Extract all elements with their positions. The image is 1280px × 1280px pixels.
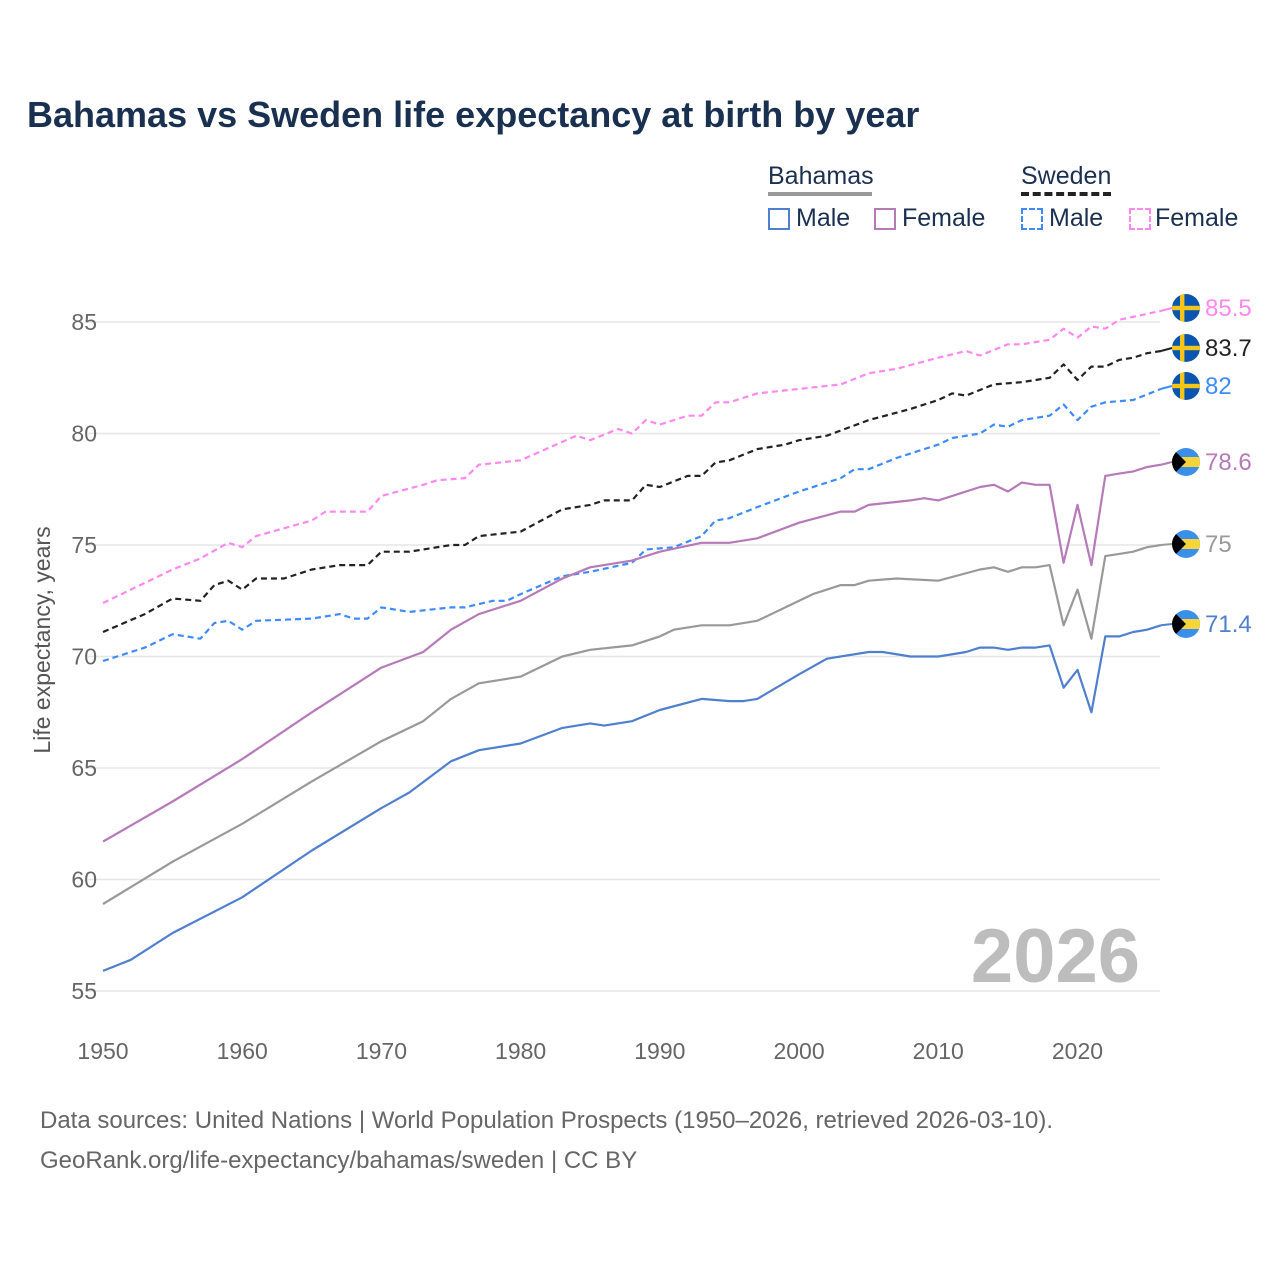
legend-swatch [874, 207, 896, 230]
legend-line-swatch [1021, 192, 1111, 196]
end-connector [1160, 623, 1173, 627]
sweden-flag-icon [1172, 334, 1200, 362]
end-connector [1160, 543, 1173, 546]
end-connector [1160, 307, 1173, 312]
bahamas-flag-icon [1172, 448, 1200, 476]
footer-link[interactable]: GeoRank.org/life-expectancy/bahamas/swed… [40, 1147, 638, 1174]
end-value-label: 82 [1205, 373, 1232, 400]
y-tick-label: 75 [71, 532, 97, 558]
bahamas-flag-icon [1172, 530, 1200, 558]
legend-item-sweden-male[interactable]: Male [1021, 204, 1103, 233]
sweden-flag-icon [1172, 294, 1200, 322]
x-tick-label: 2000 [773, 1038, 824, 1064]
legend-label: Male [796, 204, 851, 232]
x-tick-label: 1970 [356, 1038, 407, 1064]
gridlines [88, 321, 1160, 992]
sweden-flag-icon [1172, 372, 1200, 400]
end-connector [1160, 461, 1173, 466]
y-tick-label: 80 [71, 421, 97, 447]
end-value-label: 85.5 [1205, 295, 1252, 322]
legend-swatch [1129, 207, 1151, 230]
legend-group-title: Bahamas [768, 162, 874, 190]
x-tick-label: 1960 [217, 1038, 268, 1064]
legend-label: Female [1155, 204, 1239, 232]
legend-swatch [1021, 207, 1043, 230]
end-labels: 85.5 83.7 82 78.6 75 71.4 [1160, 294, 1252, 638]
x-tick-label: 1980 [495, 1038, 546, 1064]
series-line-sweden-female [102, 309, 1162, 604]
x-tick-label: 1990 [634, 1038, 685, 1064]
series-line-bahamas-male [102, 624, 1162, 972]
legend-item-sweden-female[interactable]: Female [1129, 204, 1238, 233]
y-tick-label: 65 [71, 755, 97, 781]
legend-group-title: Sweden [1021, 162, 1112, 190]
end-connector [1160, 385, 1173, 390]
footer-sources: Data sources: United Nations | World Pop… [40, 1107, 1054, 1134]
year-watermark: 2026 [971, 914, 1140, 999]
bahamas-flag-icon [1172, 610, 1200, 638]
legend-label: Female [902, 204, 986, 232]
y-tick-label: 60 [71, 867, 97, 893]
y-tick-label: 85 [71, 309, 97, 335]
legend-item-bahamas-male[interactable]: Male [768, 204, 850, 233]
y-axis-ticks: 55 60 65 70 75 80 85 [71, 309, 97, 1004]
legend-swatch [768, 207, 790, 230]
y-axis-label: Life expectancy, years [29, 526, 55, 753]
x-tick-label: 1950 [77, 1038, 128, 1064]
x-tick-label: 2020 [1052, 1038, 1103, 1064]
end-value-label: 83.7 [1205, 335, 1252, 362]
end-value-label: 71.4 [1205, 611, 1252, 638]
legend-item-bahamas-female[interactable]: Female [874, 204, 985, 233]
series-line-sweden-male [102, 387, 1162, 663]
y-tick-label: 70 [71, 644, 97, 670]
end-value-label: 78.6 [1205, 449, 1252, 476]
end-value-label: 75 [1205, 531, 1232, 558]
series-line-bahamas [102, 543, 1162, 905]
chart-title: Bahamas vs Sweden life expectancy at bir… [27, 94, 920, 135]
end-connector [1160, 347, 1173, 352]
legend-line-swatch [768, 192, 872, 196]
series-lines [102, 309, 1162, 972]
series-line-sweden [102, 349, 1162, 634]
legend-label: Male [1049, 204, 1104, 232]
y-tick-label: 55 [71, 978, 97, 1004]
x-axis-ticks: 1950 1960 1970 1980 1990 2000 2010 2020 [77, 1038, 1103, 1064]
x-tick-label: 2010 [913, 1038, 964, 1064]
series-line-bahamas-female [102, 463, 1162, 843]
